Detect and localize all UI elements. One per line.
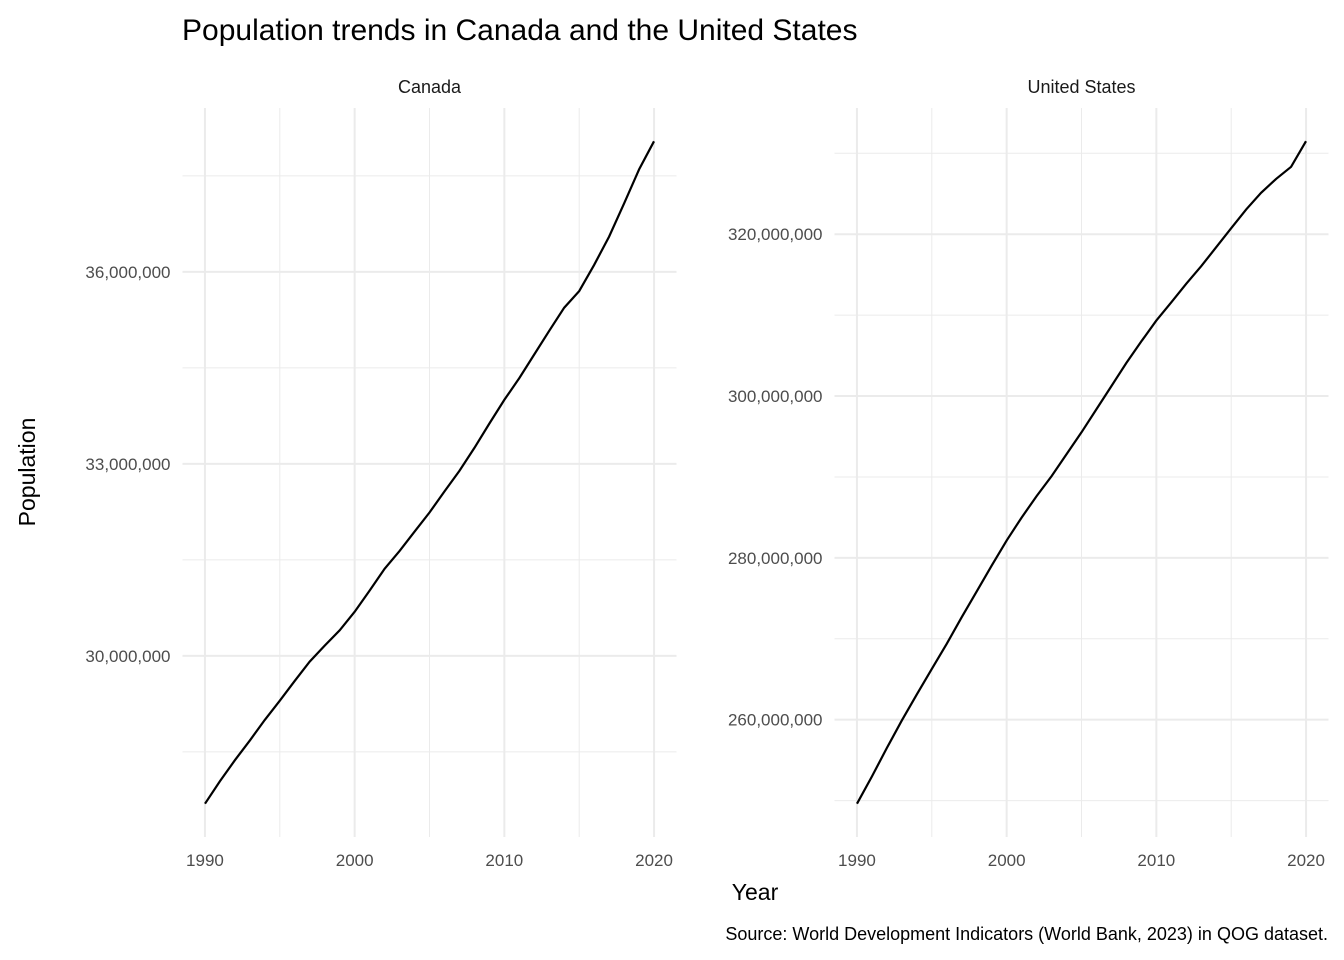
x-tick-label: 2020 [635, 851, 673, 870]
facet-label: Canada [398, 77, 462, 97]
y-tick-label: 260,000,000 [728, 711, 823, 730]
x-tick-label: 2020 [1287, 851, 1325, 870]
facet-label: United States [1027, 77, 1135, 97]
y-tick-label: 300,000,000 [728, 387, 823, 406]
panel-canada: Canada 30,000,000 33,000,000 36,000,000 1990… [85, 77, 677, 870]
x-tick-label: 2000 [988, 851, 1026, 870]
caption: Source: World Development Indicators (Wo… [725, 924, 1328, 944]
y-tick-label: 280,000,000 [728, 549, 823, 568]
x-tick-label: 2000 [336, 851, 374, 870]
y-tick-label: 320,000,000 [728, 225, 823, 244]
x-tick-label: 1990 [838, 851, 876, 870]
x-tick-label: 2010 [1137, 851, 1175, 870]
y-tick-label: 33,000,000 [85, 455, 170, 474]
population-line-canada [204, 140, 655, 805]
x-tick-label: 2010 [485, 851, 523, 870]
x-axis-title: Year [732, 879, 779, 905]
y-tick-label: 30,000,000 [85, 647, 170, 666]
y-axis-title: Population [14, 418, 40, 527]
x-tick-label: 1990 [186, 851, 224, 870]
y-tick-label: 36,000,000 [85, 263, 170, 282]
panel-united-states: United States 260,000,000 280,000,000 300,0… [728, 77, 1329, 870]
chart-title: Population trends in Canada and the Unit… [182, 14, 857, 47]
population-line-united-states [856, 140, 1307, 805]
